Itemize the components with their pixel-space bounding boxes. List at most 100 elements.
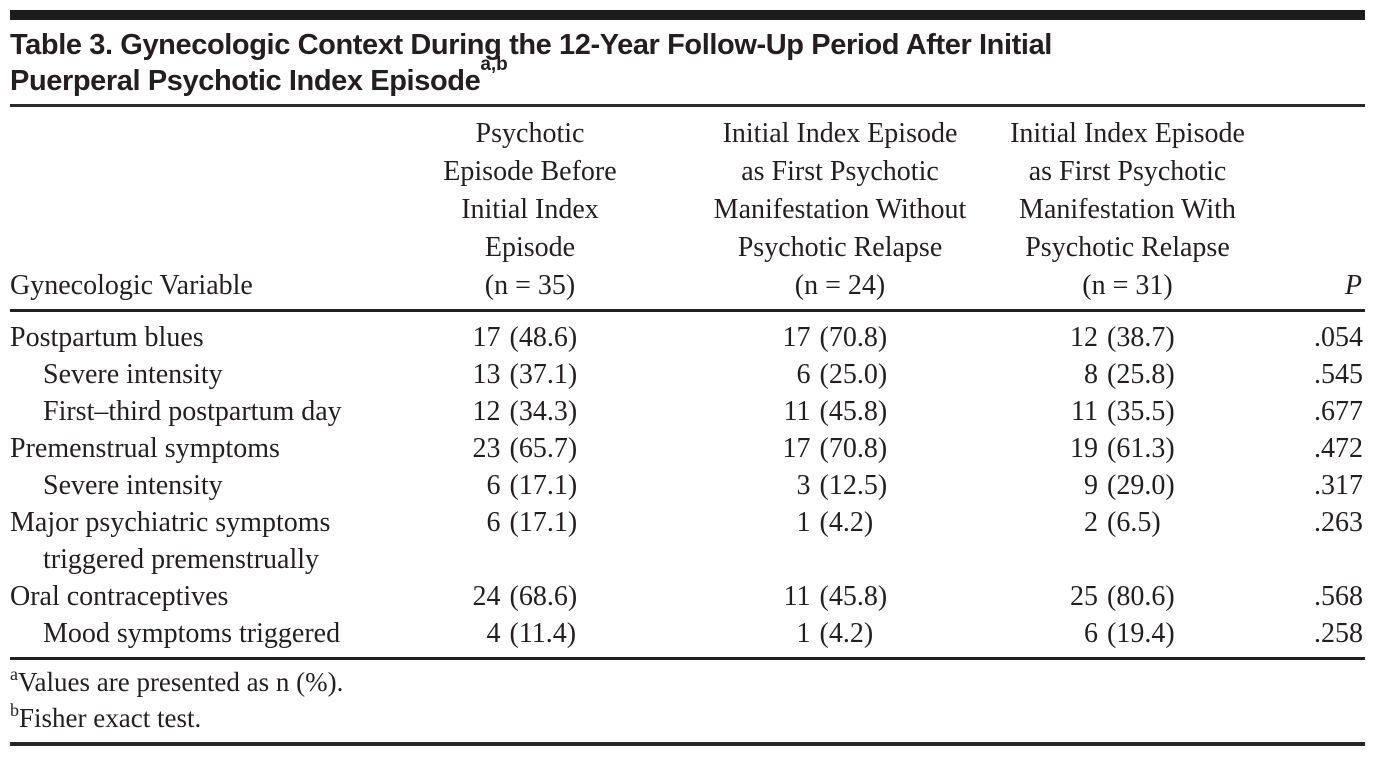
header-line: as First Psychotic xyxy=(1028,156,1227,187)
header-line: as First Psychotic xyxy=(741,156,939,187)
n-pct-value: 19 (61.3) xyxy=(990,430,1265,467)
header-line: Psychotic Relapse xyxy=(1025,232,1230,263)
variable-cell: Major psychiatric symptoms triggered prem… xyxy=(10,504,370,578)
column-header-first-manifestation-without-relapse: Initial Index Episode as First Psychotic M… xyxy=(690,107,990,312)
percent-value: (4.2) xyxy=(819,507,874,538)
value-cell: 12 (34.3) xyxy=(370,393,690,430)
variable-cell: Severe intensity xyxy=(10,467,370,504)
value-cell: 12 (38.7) xyxy=(990,311,1265,357)
percent-value: (45.8) xyxy=(819,396,888,427)
n-pct-value: 11 (45.8) xyxy=(690,578,990,615)
footnote-b: bFisher exact test. xyxy=(10,700,1365,736)
value-cell: 6 (17.1) xyxy=(370,467,690,504)
value-cell: 1 (4.2) xyxy=(690,504,990,578)
count-value: 11 xyxy=(783,396,811,427)
n-pct-value: 11 (45.8) xyxy=(690,393,990,430)
percent-value: (29.0) xyxy=(1107,470,1175,501)
variable-label: Major psychiatric symptoms xyxy=(10,507,331,538)
percent-value: (45.8) xyxy=(819,581,888,612)
table-row: Severe intensity 6 (17.1) 3 (12.5) 9 (29.0) .31… xyxy=(10,467,1365,504)
value-cell: 24 (68.6) xyxy=(370,578,690,615)
data-table: Gynecologic Variable Psychotic Episode Bef… xyxy=(10,107,1365,660)
table-row: Mood symptoms triggered 4 (11.4) 1 (4.2) 6 (19… xyxy=(10,615,1365,660)
value-cell: 4 (11.4) xyxy=(370,615,690,660)
count-value: 6 xyxy=(796,359,811,390)
p-value-cell: .677 xyxy=(1314,396,1363,427)
top-bar xyxy=(10,10,1365,20)
header-line: Initial Index Episode xyxy=(722,118,958,149)
p-value-cell: .568 xyxy=(1314,581,1363,612)
n-pct-value: 9 (29.0) xyxy=(990,467,1265,504)
table-header: Gynecologic Variable Psychotic Episode Bef… xyxy=(10,107,1365,312)
percent-value: (35.5) xyxy=(1107,396,1175,427)
percent-value: (70.8) xyxy=(819,433,888,464)
n-pct-value: 3 (12.5) xyxy=(690,467,990,504)
count-value: 11 xyxy=(783,581,811,612)
count-value: 17 xyxy=(782,433,811,464)
value-cell: 19 (61.3) xyxy=(990,430,1265,467)
p-value-cell: .472 xyxy=(1314,433,1363,464)
header-line: (n = 24) xyxy=(794,270,886,301)
footnote-a-marker: a xyxy=(10,664,18,684)
value-cell: 3 (12.5) xyxy=(690,467,990,504)
table-row: Major psychiatric symptoms triggered prem… xyxy=(10,504,1365,578)
value-cell: 11 (45.8) xyxy=(690,578,990,615)
count-value: 19 xyxy=(1070,433,1098,464)
percent-value: (25.0) xyxy=(819,359,888,390)
p-value-cell: .545 xyxy=(1314,359,1363,390)
n-pct-value: 12 (38.7) xyxy=(990,319,1265,356)
table-row: Premenstrual symptoms 23 (65.7) 17 (70.8) 19 (… xyxy=(10,430,1365,467)
count-value: 6 xyxy=(486,507,501,538)
table-row: Postpartum blues 17 (48.6) 17 (70.8) 12 (38.7)… xyxy=(10,311,1365,357)
n-pct-value: 24 (68.6) xyxy=(370,578,690,615)
header-row: Gynecologic Variable Psychotic Episode Bef… xyxy=(10,107,1365,312)
table-body: Postpartum blues 17 (48.6) 17 (70.8) 12 (38.7)… xyxy=(10,311,1365,660)
column-header-label: Gynecologic Variable xyxy=(10,270,253,301)
table-title-superscript: a,b xyxy=(480,54,508,76)
n-pct-value: 1 (4.2) xyxy=(690,504,990,541)
variable-cell: Severe intensity xyxy=(10,356,370,393)
title-rule xyxy=(10,104,1365,107)
p-value-cell: .317 xyxy=(1314,470,1363,501)
value-cell: 6 (17.1) xyxy=(370,504,690,578)
table-figure: Table 3. Gynecologic Context During the … xyxy=(0,10,1375,764)
p-value-cell: .263 xyxy=(1314,507,1363,538)
value-cell: 13 (37.1) xyxy=(370,356,690,393)
count-value: 25 xyxy=(1070,581,1098,612)
percent-value: (25.8) xyxy=(1107,359,1175,390)
column-header-p: P xyxy=(1265,107,1365,312)
value-cell: 1 (4.2) xyxy=(690,615,990,660)
percent-value: (11.4) xyxy=(509,618,577,649)
n-pct-value: 6 (25.0) xyxy=(690,356,990,393)
p-value-cell: .258 xyxy=(1265,615,1365,660)
header-line: Psychotic xyxy=(475,118,585,149)
n-pct-value: 17 (70.8) xyxy=(690,430,990,467)
value-cell: 17 (48.6) xyxy=(370,311,690,357)
count-value: 6 xyxy=(1084,618,1098,649)
percent-value: (17.1) xyxy=(509,507,578,538)
count-value: 4 xyxy=(486,618,501,649)
variable-label: Mood symptoms triggered xyxy=(43,618,341,649)
n-pct-value: 12 (34.3) xyxy=(370,393,690,430)
value-cell: 6 (19.4) xyxy=(990,615,1265,660)
table-row: First–third postpartum day 12 (34.3) 11 (45.… xyxy=(10,393,1365,430)
percent-value: (48.6) xyxy=(509,322,578,353)
n-pct-value: 17 (48.6) xyxy=(370,319,690,356)
variable-label: triggered premenstrually xyxy=(43,544,320,575)
header-line: Episode Before xyxy=(443,156,617,187)
table-row: Oral contraceptives 24 (68.6) 11 (45.8) 25 (80… xyxy=(10,578,1365,615)
n-pct-value: 6 (19.4) xyxy=(990,615,1265,652)
n-pct-value: 23 (65.7) xyxy=(370,430,690,467)
header-line: Manifestation With xyxy=(1019,194,1236,225)
percent-value: (80.6) xyxy=(1107,581,1175,612)
variable-cell: Oral contraceptives xyxy=(10,578,370,615)
count-value: 23 xyxy=(472,433,501,464)
footnote-b-marker: b xyxy=(10,700,19,720)
variable-label: Severe intensity xyxy=(43,359,223,390)
variable-cell: Mood symptoms triggered xyxy=(10,615,370,660)
variable-cell: Premenstrual symptoms xyxy=(10,430,370,467)
value-cell: 25 (80.6) xyxy=(990,578,1265,615)
value-cell: 11 (35.5) xyxy=(990,393,1265,430)
p-value-cell: .054 xyxy=(1314,322,1363,353)
header-line: Initial Index xyxy=(461,194,599,225)
